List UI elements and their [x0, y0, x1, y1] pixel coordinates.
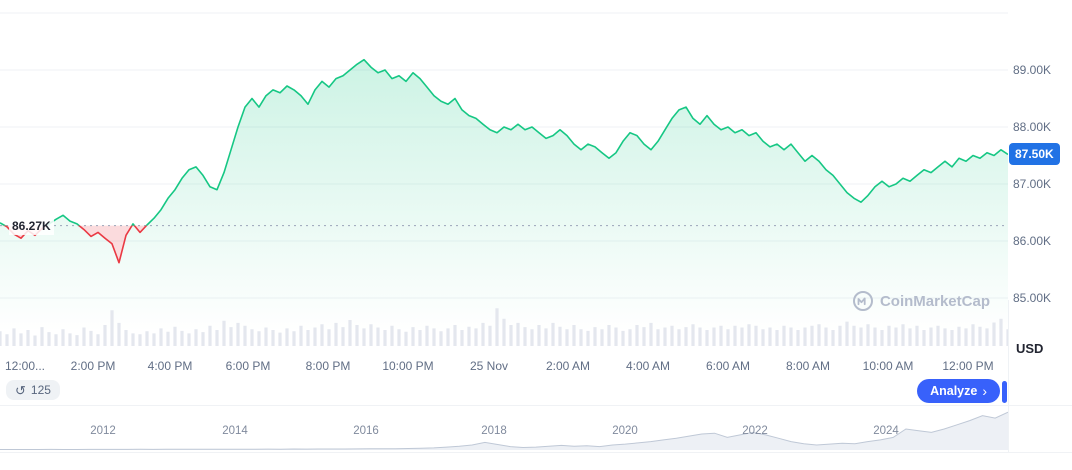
minimap-year-label: 2016: [353, 425, 379, 437]
minimap-year-label: 2018: [481, 425, 507, 437]
x-axis-tick: 2:00 PM: [70, 359, 116, 373]
baseline-price-label: 86.27K: [9, 216, 54, 235]
timeline-scrubber-handle[interactable]: [1002, 381, 1007, 403]
history-count-pill[interactable]: ↺ 125: [6, 380, 60, 400]
x-axis-tick: 12:00 PM: [942, 359, 994, 373]
minimap-top-divider: [0, 405, 1072, 406]
x-axis-tick: 2:00 AM: [545, 359, 591, 373]
x-axis-tick: 25 Nov: [469, 359, 509, 373]
minimap-year-label: 2012: [90, 425, 116, 437]
x-axis-tick: 6:00 PM: [225, 359, 271, 373]
x-axis-tick: 4:00 PM: [147, 359, 193, 373]
current-price-badge: 87.50K: [1009, 143, 1060, 166]
y-axis-tick: 85.00K: [1013, 291, 1052, 305]
right-axis-divider: [1008, 300, 1009, 452]
minimap-chart[interactable]: [0, 405, 1008, 452]
analyze-label: Analyze: [930, 384, 978, 398]
history-icon: ↺: [15, 382, 26, 398]
currency-label: USD: [1016, 341, 1044, 356]
x-axis-tick: 12:00...: [4, 359, 46, 373]
y-axis-tick: 87.00K: [1013, 177, 1052, 191]
x-axis-tick: 6:00 AM: [705, 359, 751, 373]
minimap-year-label: 2022: [742, 425, 768, 437]
watermark-text: CoinMarketCap: [879, 292, 990, 310]
minimap-bottom-divider: [0, 452, 1072, 453]
minimap-year-label: 2020: [612, 425, 638, 437]
y-axis-tick: 88.00K: [1013, 120, 1052, 134]
y-axis-tick: 86.00K: [1013, 234, 1052, 248]
x-axis-tick: 4:00 AM: [625, 359, 671, 373]
minimap-year-label: 2014: [222, 425, 248, 437]
analyze-button[interactable]: Analyze ›: [917, 379, 1000, 403]
y-axis-tick: 89.00K: [1013, 63, 1052, 77]
x-axis-tick: 8:00 AM: [785, 359, 831, 373]
coinmarketcap-watermark: CoinMarketCap: [852, 290, 990, 312]
x-axis-tick: 8:00 PM: [305, 359, 351, 373]
history-count: 125: [30, 383, 51, 397]
minimap-year-label: 2024: [873, 425, 899, 437]
x-axis-tick: 10:00 AM: [862, 359, 914, 373]
chevron-right-icon: ›: [982, 383, 987, 399]
coinmarketcap-logo-icon: [852, 291, 873, 311]
main-chart-svg[interactable]: [0, 0, 1008, 350]
x-axis-tick: 10:00 PM: [382, 359, 434, 373]
